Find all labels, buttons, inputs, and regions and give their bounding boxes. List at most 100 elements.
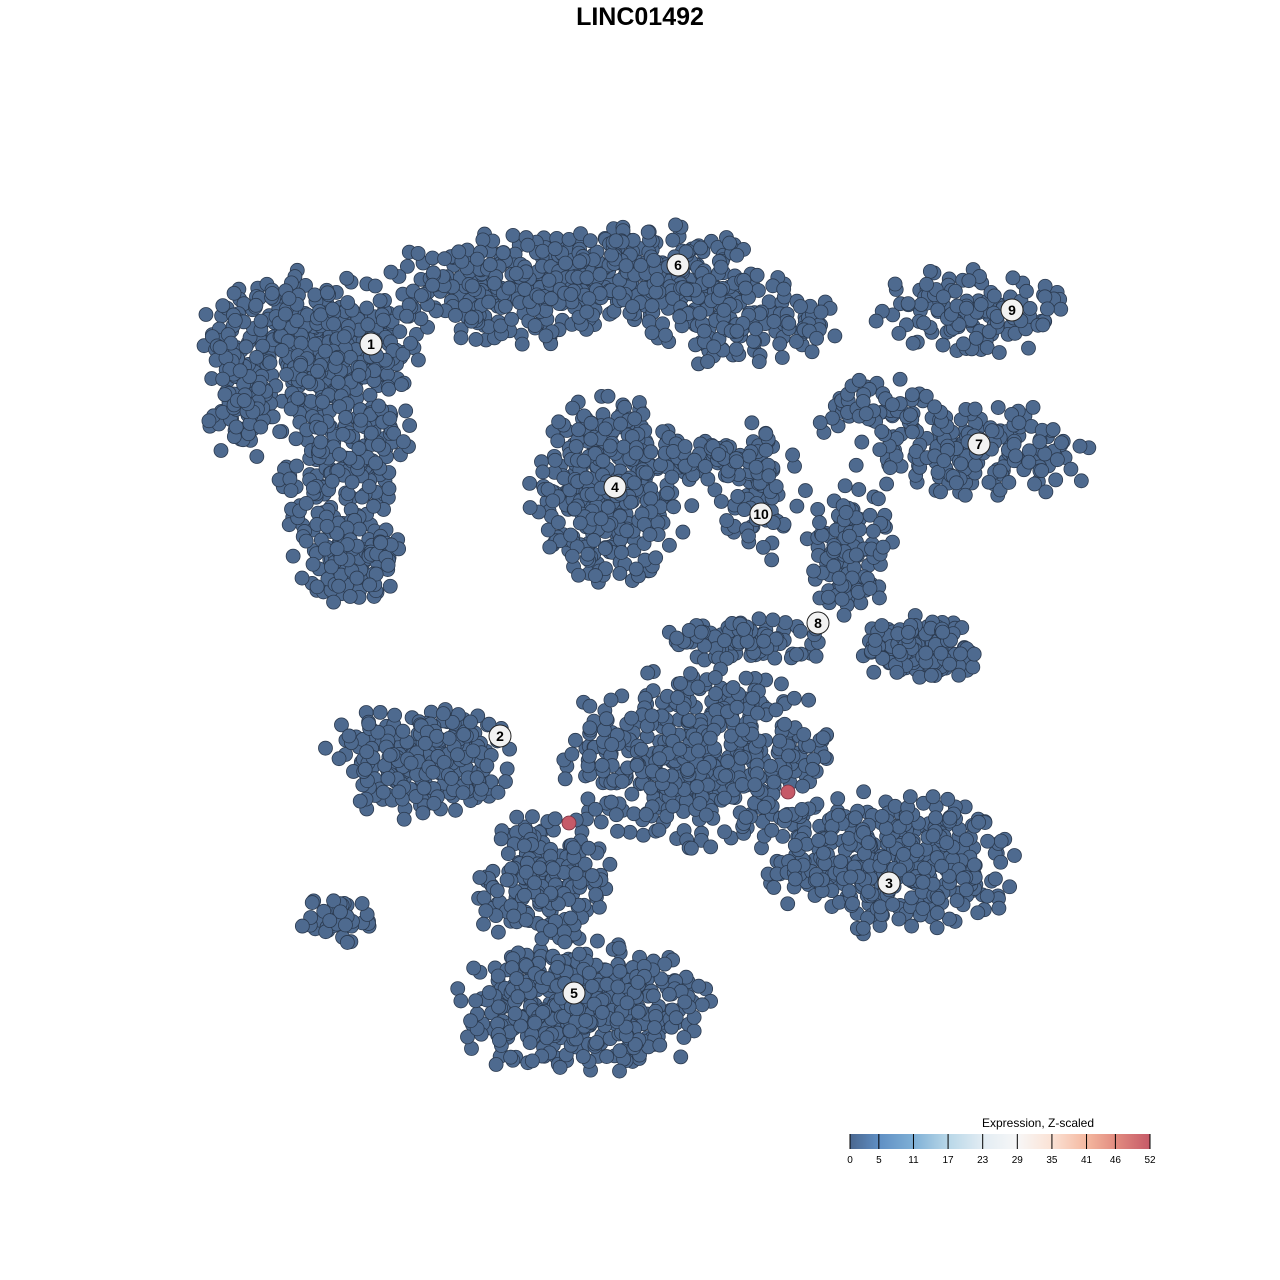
cell-point bbox=[622, 824, 638, 840]
cluster-label: 6 bbox=[666, 253, 690, 277]
cell-point bbox=[961, 273, 977, 289]
cluster-label-text: 7 bbox=[975, 436, 983, 452]
cell-point bbox=[874, 424, 890, 439]
cell-point bbox=[329, 541, 345, 557]
cell-point bbox=[786, 858, 802, 874]
cell-point bbox=[1027, 476, 1042, 492]
cluster-label-text: 2 bbox=[496, 728, 504, 744]
cluster-label-text: 10 bbox=[753, 506, 769, 522]
cell-point bbox=[436, 754, 452, 770]
cell-point bbox=[777, 716, 793, 732]
cell-point bbox=[668, 217, 683, 233]
cell-point bbox=[679, 282, 695, 298]
cell-point bbox=[594, 1005, 610, 1020]
cell-point bbox=[991, 900, 1007, 916]
cell-point bbox=[463, 714, 478, 730]
cell-point bbox=[472, 870, 488, 885]
cell-point bbox=[766, 314, 782, 329]
cell-point bbox=[915, 901, 931, 916]
cell-point bbox=[612, 1043, 628, 1059]
cell-point bbox=[294, 918, 310, 934]
cell-point bbox=[612, 963, 628, 979]
cell-point bbox=[463, 1013, 478, 1029]
cell-point bbox=[991, 345, 1007, 360]
cell-point bbox=[821, 589, 836, 605]
cell-point bbox=[562, 1023, 578, 1039]
cell-point bbox=[644, 298, 660, 314]
cell-point bbox=[351, 367, 367, 383]
cell-point bbox=[768, 702, 784, 718]
cell-point bbox=[959, 300, 974, 316]
cell-point bbox=[425, 265, 441, 281]
cell-point bbox=[545, 861, 561, 877]
cell-point bbox=[948, 475, 964, 491]
cell-point bbox=[748, 321, 764, 337]
cell-point bbox=[450, 981, 466, 997]
cell-point bbox=[729, 699, 745, 715]
cell-point bbox=[550, 515, 566, 530]
cell-point bbox=[600, 388, 616, 404]
cell-point bbox=[896, 846, 911, 862]
cell-point bbox=[304, 895, 320, 910]
cell-point bbox=[891, 911, 907, 927]
cell-point bbox=[862, 581, 878, 596]
cell-point bbox=[547, 241, 563, 257]
cell-point bbox=[318, 740, 333, 756]
cell-point bbox=[457, 298, 473, 313]
cell-point bbox=[670, 690, 686, 705]
cell-point bbox=[809, 872, 825, 888]
cell-point bbox=[552, 1060, 568, 1075]
cell-point bbox=[582, 720, 598, 736]
cell-point bbox=[778, 615, 793, 630]
cell-point bbox=[751, 354, 767, 370]
cell-point bbox=[669, 630, 685, 646]
cell-point bbox=[980, 833, 995, 849]
cell-point bbox=[504, 311, 519, 327]
cell-point bbox=[547, 811, 563, 827]
cell-point bbox=[652, 751, 667, 767]
cell-point bbox=[722, 235, 737, 251]
cell-point bbox=[929, 905, 945, 921]
cell-point bbox=[624, 786, 640, 802]
cell-point bbox=[717, 824, 732, 840]
cell-point bbox=[571, 567, 586, 583]
cell-point bbox=[662, 537, 677, 553]
cell-point bbox=[309, 579, 325, 595]
cell-point bbox=[855, 394, 871, 409]
cell-point bbox=[576, 453, 592, 469]
cell-point bbox=[602, 856, 618, 872]
cell-point bbox=[690, 679, 706, 695]
cell-point bbox=[672, 309, 688, 325]
cell-point bbox=[746, 333, 761, 349]
legend-tick-label: 35 bbox=[1046, 1155, 1058, 1166]
cell-point bbox=[279, 367, 294, 382]
cell-point bbox=[763, 758, 778, 774]
cell-point bbox=[415, 805, 431, 821]
cell-point bbox=[647, 1020, 662, 1036]
cell-point bbox=[904, 918, 920, 934]
cell-point bbox=[879, 476, 894, 492]
cell-point bbox=[399, 258, 415, 274]
cell-point bbox=[874, 618, 890, 633]
cell-point bbox=[984, 423, 1000, 439]
cell-point bbox=[373, 535, 389, 551]
cell-point bbox=[689, 779, 705, 795]
cell-point bbox=[325, 301, 340, 317]
cell-point bbox=[456, 727, 472, 742]
cell-point bbox=[796, 727, 812, 742]
cell-point bbox=[935, 624, 951, 640]
cell-point bbox=[915, 874, 931, 890]
cell-point bbox=[786, 690, 802, 706]
cell-point bbox=[965, 659, 981, 675]
cell-point bbox=[394, 377, 409, 392]
cell-point bbox=[305, 556, 321, 572]
cell-point bbox=[719, 513, 735, 528]
cell-point bbox=[1021, 340, 1036, 356]
cell-point bbox=[371, 437, 386, 453]
cell-point bbox=[448, 802, 463, 818]
cell-point bbox=[628, 561, 644, 577]
cell-point bbox=[986, 288, 1002, 304]
cell-point bbox=[375, 312, 391, 328]
cell-point bbox=[444, 771, 459, 786]
cell-point bbox=[545, 493, 561, 509]
